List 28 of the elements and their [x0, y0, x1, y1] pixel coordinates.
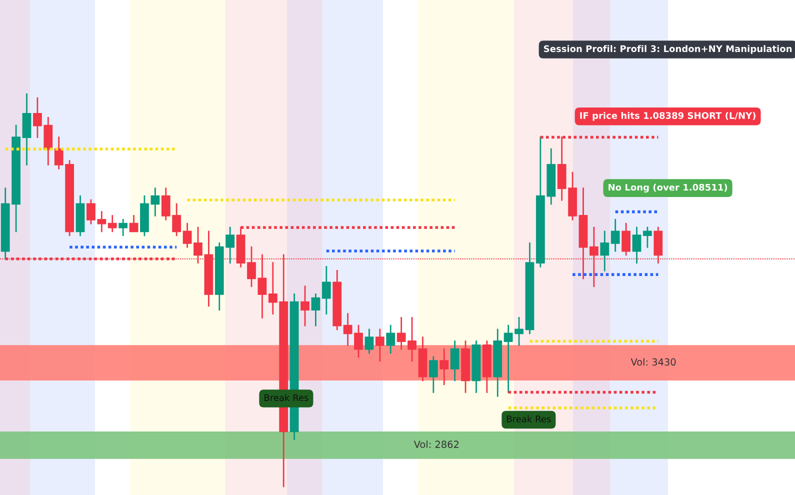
candlestick	[354, 324, 363, 358]
candlestick	[375, 328, 384, 362]
candlestick	[450, 340, 460, 382]
candlestick	[118, 218, 128, 236]
candlestick	[643, 226, 652, 248]
candlestick	[322, 266, 331, 314]
candlestick	[300, 286, 310, 326]
candlestick	[108, 215, 117, 232]
candlestick	[22, 93, 32, 166]
candlestick	[610, 218, 620, 252]
candlestick	[632, 226, 642, 264]
candlestick	[343, 313, 352, 346]
band-label: Vol: 3430	[630, 358, 676, 366]
candlestick	[364, 328, 374, 354]
candlestick	[440, 348, 449, 386]
candlestick	[311, 293, 320, 326]
annotation: Break Res	[264, 394, 308, 402]
annotation: Break Res	[507, 415, 551, 422]
text: Session Profil: Profil 3: London+NY Manipulation	[544, 45, 792, 54]
annotation: IF price hits 1.08389 SHORT (L/NY)	[580, 112, 756, 121]
band-label: Vol: 2862	[414, 440, 458, 448]
candlestick	[129, 215, 138, 232]
candlestick	[386, 324, 396, 354]
candlestick	[182, 222, 192, 248]
annotation: No Long (over 1.08511)	[608, 184, 728, 192]
candlestick	[600, 230, 610, 272]
candlestick	[428, 356, 438, 393]
candlestick	[622, 222, 630, 256]
